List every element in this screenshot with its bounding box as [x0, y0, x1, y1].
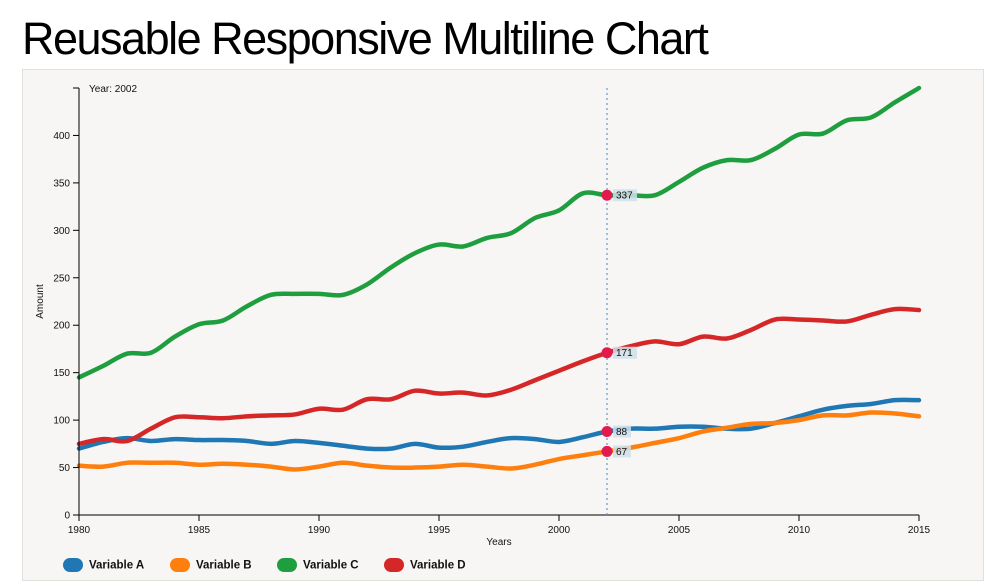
- x-tick-label: 1985: [188, 525, 211, 536]
- legend-swatch[interactable]: [63, 558, 83, 572]
- y-tick-label: 150: [53, 368, 70, 379]
- y-tick-label: 50: [59, 463, 71, 474]
- hover-point: [601, 347, 613, 359]
- x-tick-label: 1995: [428, 525, 451, 536]
- page-title: Reusable Responsive Multiline Chart: [22, 13, 709, 64]
- y-tick-label: 400: [53, 131, 70, 142]
- legend-label[interactable]: Variable C: [303, 560, 359, 572]
- hover-point: [601, 425, 613, 437]
- legend-item[interactable]: Variable A: [63, 558, 144, 572]
- series-line-2: [76, 410, 922, 472]
- legend-item[interactable]: Variable D: [384, 558, 466, 572]
- y-tick-label: 300: [53, 226, 70, 237]
- series-line-1: [76, 397, 922, 452]
- hover-value-bg: [613, 189, 637, 202]
- multiline-chart[interactable]: 0 50 100 150 200 250 300 350 400 Amount 1980 1985 19…: [23, 70, 983, 580]
- legend-item[interactable]: Variable C: [277, 558, 359, 572]
- y-axis-title: Amount: [35, 284, 46, 319]
- legend-label[interactable]: Variable D: [410, 560, 466, 572]
- x-tick-label: 1980: [68, 525, 91, 536]
- hover-point: [601, 445, 613, 457]
- hover-value-label: 88: [616, 427, 628, 438]
- series-lines: [76, 85, 922, 472]
- chart-container[interactable]: 0 50 100 150 200 250 300 350 400 Amount 1980 1985 19…: [22, 69, 984, 581]
- x-tick-label: 2005: [668, 525, 691, 536]
- legend-swatch[interactable]: [170, 558, 190, 572]
- y-tick-label: 100: [53, 416, 70, 427]
- legend[interactable]: Variable A Variable B Variable C Variable D: [63, 558, 466, 572]
- x-tick-label: 2015: [908, 525, 931, 536]
- hover-year-readout: Year: 2002: [89, 84, 137, 95]
- series-line-4: [76, 306, 922, 447]
- hover-value-bg: [613, 445, 631, 458]
- legend-swatch[interactable]: [384, 558, 404, 572]
- y-tick-label: 250: [53, 273, 70, 284]
- x-axis-title: Years: [486, 537, 511, 548]
- legend-swatch[interactable]: [277, 558, 297, 572]
- y-tick-label: 0: [64, 511, 70, 522]
- x-tick-label: 2010: [788, 525, 811, 536]
- hover-value-label: 67: [616, 447, 628, 458]
- axes: 0 50 100 150 200 250 300 350 400 Amount 1980 1985 19…: [35, 87, 931, 548]
- hover-point: [601, 189, 613, 201]
- hover-overlay: Year: 2002 88 67 337 171: [89, 84, 637, 515]
- series-line-3: [76, 85, 922, 380]
- y-tick-label: 200: [53, 321, 70, 332]
- hover-value-bg: [613, 425, 631, 438]
- hover-value-bg: [613, 346, 637, 359]
- hover-value-label: 337: [616, 191, 633, 202]
- legend-label[interactable]: Variable B: [196, 560, 252, 572]
- x-tick-label: 2000: [548, 525, 571, 536]
- y-tick-label: 350: [53, 178, 70, 189]
- legend-item[interactable]: Variable B: [170, 558, 252, 572]
- hover-value-label: 171: [616, 348, 633, 359]
- x-tick-label: 1990: [308, 525, 331, 536]
- legend-label[interactable]: Variable A: [89, 560, 144, 572]
